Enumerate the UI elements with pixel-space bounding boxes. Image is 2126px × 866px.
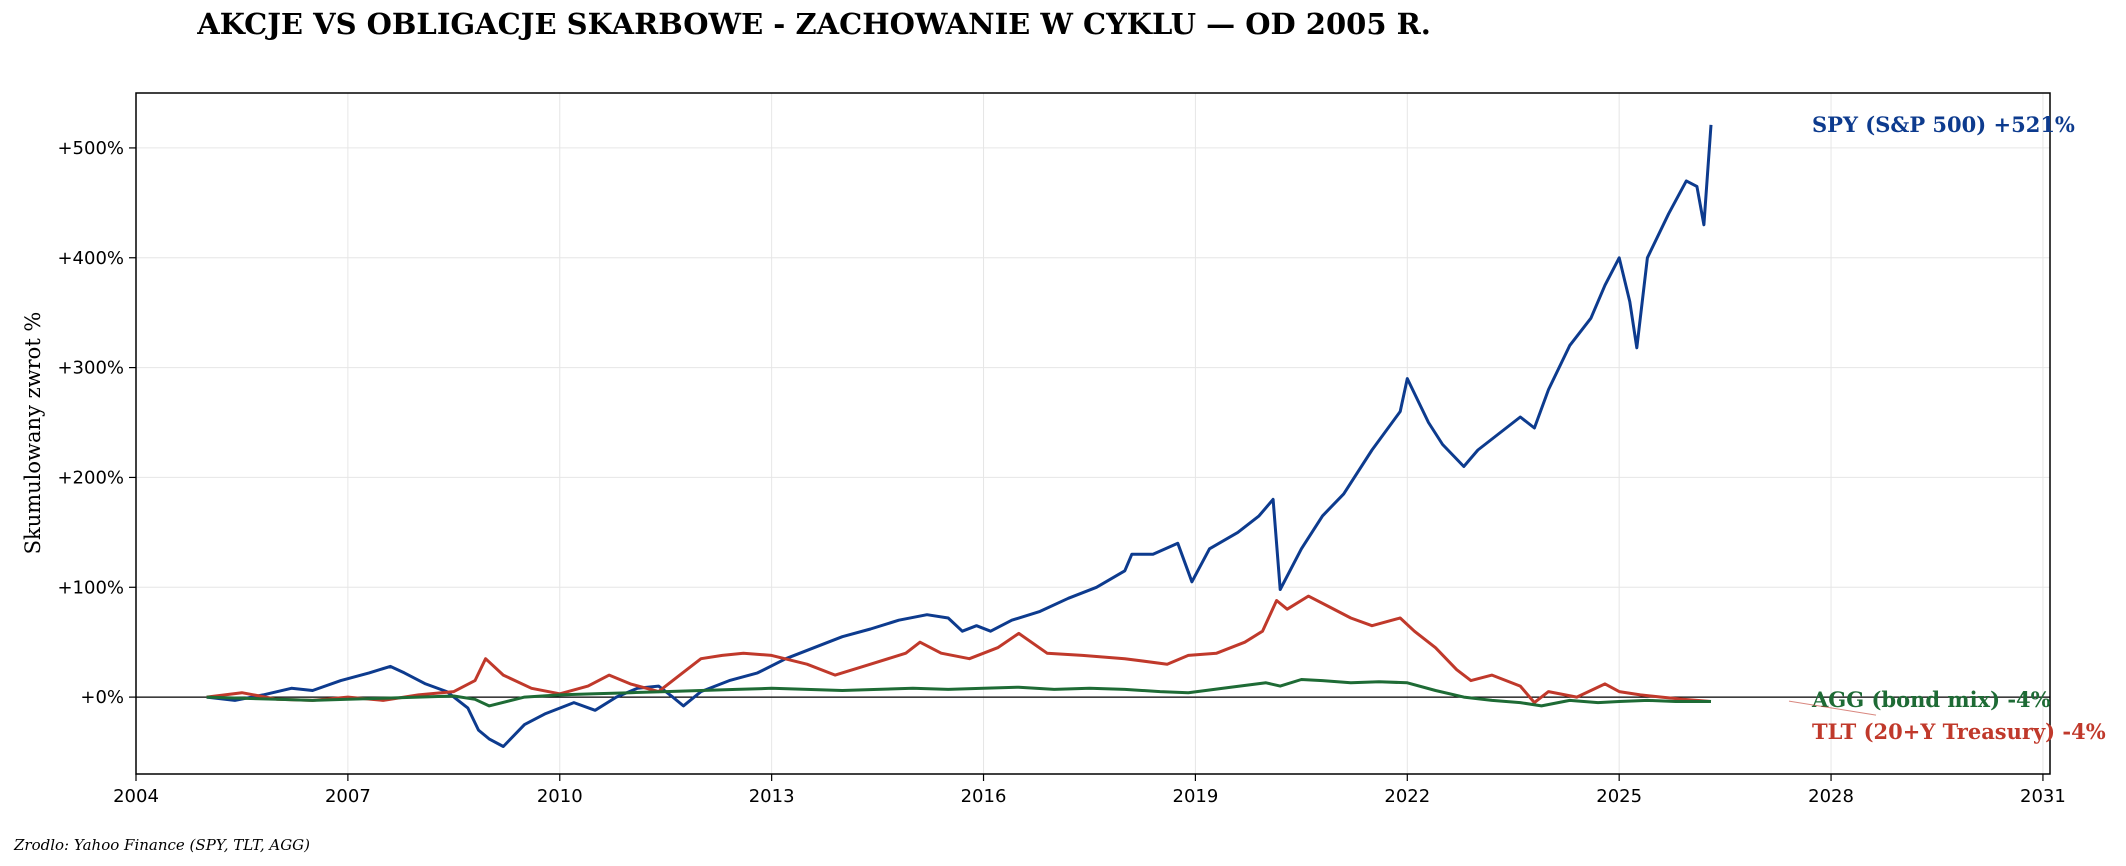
plot-frame: [135, 92, 2051, 775]
y-axis-label: Skumulowany zwrot %: [21, 312, 45, 555]
x-tick-label: 2013: [749, 786, 795, 807]
x-tick-label: 2004: [113, 786, 159, 807]
end-label-agg: AGG (bond mix) -4%: [1811, 687, 2051, 712]
end-label-tlt: TLT (20+Y Treasury) -4%: [1812, 719, 2106, 744]
source-note: Zrodlo: Yahoo Finance (SPY, TLT, AGG): [13, 836, 310, 854]
tlt-leader-line: [1788, 700, 1877, 716]
x-tick-label: 2016: [961, 786, 1007, 807]
x-tick-label: 2028: [1808, 786, 1854, 807]
end-labels: SPY (S&P 500) +521% AGG (bond mix) -4% TLT…: [1788, 112, 2106, 744]
axes: 2004 2007 2010 2013 2016 2019 2022 2025 2028 2031…: [57, 138, 2065, 807]
x-tick-label: 2019: [1173, 786, 1219, 807]
y-tick-label: +300%: [57, 358, 124, 379]
x-tick-label: 2010: [537, 786, 583, 807]
end-label-spy: SPY (S&P 500) +521%: [1812, 112, 2075, 137]
series-line-tlt: [206, 594, 1712, 705]
series-lines: [136, 124, 2050, 748]
x-tick-label: 2022: [1384, 786, 1430, 807]
x-tick-label: 2025: [1596, 786, 1642, 807]
y-tick-label: +500%: [57, 138, 124, 159]
y-tick-label: +100%: [57, 577, 124, 598]
y-tick-label: +200%: [57, 467, 124, 488]
series-line-spy: [206, 124, 1713, 748]
y-tick-label: +0%: [80, 687, 124, 708]
chart-title: AKCJE VS OBLIGACJE SKARBOWE - ZACHOWANIE…: [196, 7, 1431, 41]
y-tick-label: +400%: [57, 248, 124, 269]
series-line-agg: [206, 678, 1711, 708]
grid: [135, 93, 2050, 774]
x-tick-label: 2007: [325, 786, 371, 807]
x-tick-label: 2031: [2020, 786, 2066, 807]
